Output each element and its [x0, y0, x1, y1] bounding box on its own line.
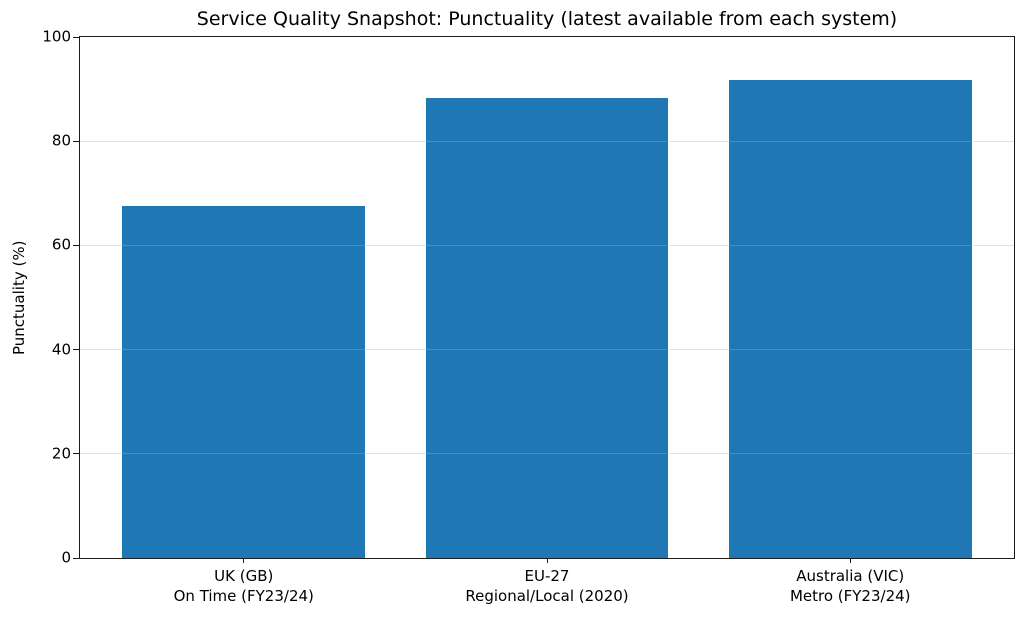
x-tick-label-line: Metro (FY23/24)	[789, 587, 911, 605]
y-tick-label: 80	[51, 131, 71, 150]
x-tick-mark	[546, 558, 548, 563]
x-tick-mark	[849, 558, 851, 563]
y-gridline	[80, 244, 1014, 246]
x-tick-label-line: UK (GB)	[214, 567, 274, 585]
y-tick-mark	[73, 557, 79, 559]
x-tick-label-eu-27-regional-local: EU-27 Regional/Local (2020)	[465, 566, 628, 606]
y-axis-label: Punctuality (%)	[10, 240, 28, 355]
bar-eu-27-regional-local	[425, 98, 669, 558]
x-tick-label-line: EU-27	[524, 567, 570, 585]
x-tick-label-line: On Time (FY23/24)	[173, 587, 314, 605]
plot-area: 0 20 40 60 80 100 UK (GB) On Time (FY23/24) EU-2…	[42, 29, 1015, 605]
y-tick-mark	[73, 140, 79, 142]
y-tick-label: 0	[61, 548, 71, 567]
y-gridline	[80, 349, 1014, 351]
y-tick-mark	[73, 349, 79, 351]
x-tick-label-uk-gb-on-time: UK (GB) On Time (FY23/24)	[174, 566, 314, 606]
x-tick-label-australia-vic-metro: Australia (VIC) Metro (FY23/24)	[790, 566, 911, 606]
y-tick-mark	[73, 453, 79, 455]
chart-title: Service Quality Snapshot: Punctuality (l…	[196, 8, 898, 30]
y-gridline	[80, 453, 1014, 455]
x-tick-label-line: Australia (VIC)	[796, 567, 905, 585]
y-tick-label: 60	[51, 235, 71, 254]
bar-australia-vic-metro	[728, 79, 972, 558]
y-gridline	[80, 140, 1014, 142]
bar-uk-gb-on-time	[122, 206, 366, 558]
y-tick-mark	[73, 244, 79, 246]
x-tick-mark	[243, 558, 245, 563]
y-tick-label: 20	[51, 444, 71, 463]
y-tick-label: 40	[51, 340, 71, 359]
x-tick-label-line: Regional/Local (2020)	[465, 587, 629, 605]
y-tick-label: 100	[42, 27, 71, 46]
y-tick-mark	[73, 36, 79, 38]
